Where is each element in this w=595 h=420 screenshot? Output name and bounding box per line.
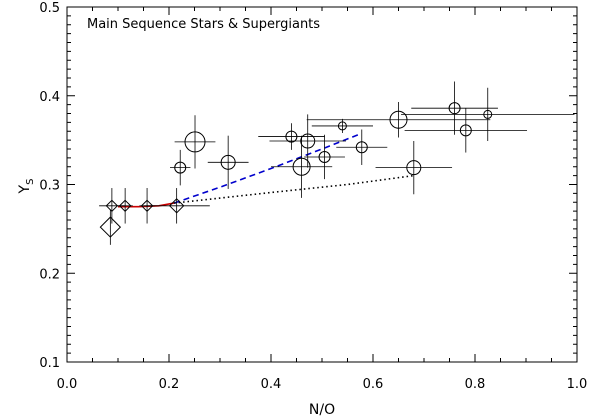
circle-point [406, 160, 422, 176]
y-tick-label: 0.4 [39, 90, 60, 105]
diamond-point [140, 199, 154, 213]
chart-annotation: Main Sequence Stars & Supergiants [87, 17, 320, 32]
circle-point [389, 110, 408, 129]
x-tick-label: 0.4 [261, 377, 282, 392]
circle-point [220, 154, 236, 170]
y-tick-label: 0.5 [39, 1, 60, 16]
circle-point [300, 133, 316, 149]
circle-point [448, 102, 461, 115]
diamond-point [168, 198, 185, 214]
circle-point [292, 157, 311, 176]
y-tick-label: 0.2 [39, 267, 60, 282]
x-tick-label: 0.8 [465, 377, 486, 392]
circle-point [174, 161, 187, 174]
y-axis-label: YS [17, 179, 36, 195]
x-tick-label: 1.0 [567, 377, 588, 392]
y-tick-label: 0.3 [39, 179, 60, 194]
x-tick-label: 0.2 [159, 377, 180, 392]
circle-point [355, 141, 368, 154]
svg-text:YS: YS [17, 179, 36, 195]
x-axis-label: N/O [309, 402, 335, 418]
model-curves [118, 133, 414, 208]
axis-ticks: 0.0 0.2 0.4 0.6 0.8 1.0 0.1 0.2 0.3 0.4 0.5 [39, 1, 587, 392]
circle-point [337, 121, 347, 131]
dashed-curve [173, 133, 361, 204]
y-tick-label: 0.1 [39, 356, 60, 371]
circle-point [318, 150, 331, 163]
x-tick-label: 0.0 [57, 377, 78, 392]
solid-curve [118, 202, 175, 208]
diamond-point [105, 199, 119, 213]
data-points [99, 81, 575, 245]
circle-point [459, 124, 472, 137]
circle-point [285, 130, 298, 143]
diamond-point [99, 216, 122, 238]
circle-point [184, 131, 206, 153]
diamond-point [118, 199, 132, 213]
y-axis-label-sub: S [25, 179, 36, 185]
plot-frame [66, 6, 578, 363]
y-axis-label-main: Y [17, 184, 33, 194]
x-tick-label: 0.6 [363, 377, 384, 392]
dotted-curve [174, 174, 414, 204]
circle-point [483, 109, 493, 119]
